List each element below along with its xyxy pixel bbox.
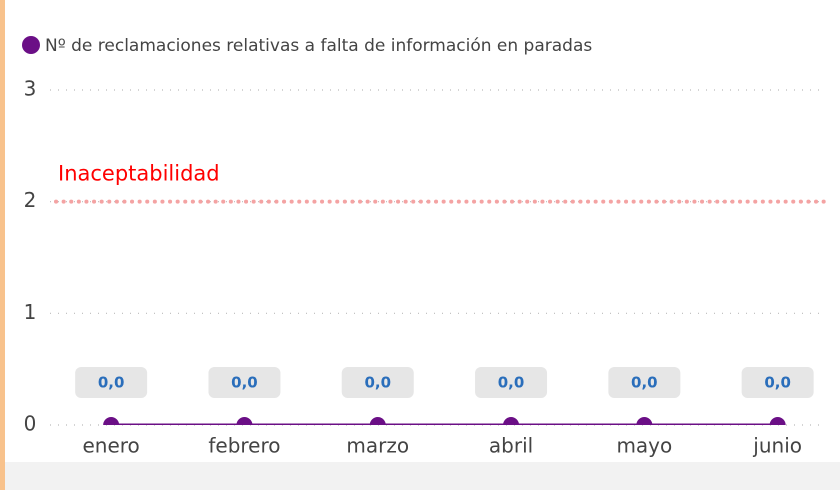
marker — [103, 417, 120, 425]
x-tick-label: abril — [489, 434, 533, 458]
data-label: 0,0 — [498, 374, 525, 392]
legend-label: Nº de reclamaciones relativas a falta de… — [45, 36, 592, 56]
marker — [503, 417, 520, 425]
data-label-box — [208, 367, 281, 398]
marker — [769, 417, 786, 425]
legend-marker — [22, 36, 40, 54]
frame-bottom — [5, 462, 840, 490]
data-label: 0,0 — [631, 374, 658, 392]
x-tick-label: febrero — [208, 434, 280, 458]
x-tick-label: enero — [82, 434, 139, 458]
marker — [636, 417, 653, 425]
y-tick-label: 2 — [24, 188, 37, 212]
data-label-box — [475, 367, 548, 398]
y-tick-label: 1 — [24, 300, 37, 324]
series — [103, 417, 786, 425]
x-tick-label: junio — [752, 434, 802, 458]
data-label: 0,0 — [98, 374, 125, 392]
data-label: 0,0 — [231, 374, 258, 392]
data-label-box — [608, 367, 681, 398]
y-tick-label: 0 — [24, 412, 37, 436]
frame-accent — [0, 0, 5, 490]
data-label-box — [341, 367, 414, 398]
x-tick-label: marzo — [346, 434, 409, 458]
data-label: 0,0 — [764, 374, 791, 392]
data-label-box — [75, 367, 148, 398]
y-tick-label: 3 — [24, 77, 37, 101]
reference-label: Inaceptabilidad — [58, 162, 220, 186]
data-label-box — [741, 367, 814, 398]
marker — [236, 417, 253, 425]
data-label: 0,0 — [364, 374, 391, 392]
x-tick-label: mayo — [616, 434, 672, 458]
marker — [369, 417, 386, 425]
